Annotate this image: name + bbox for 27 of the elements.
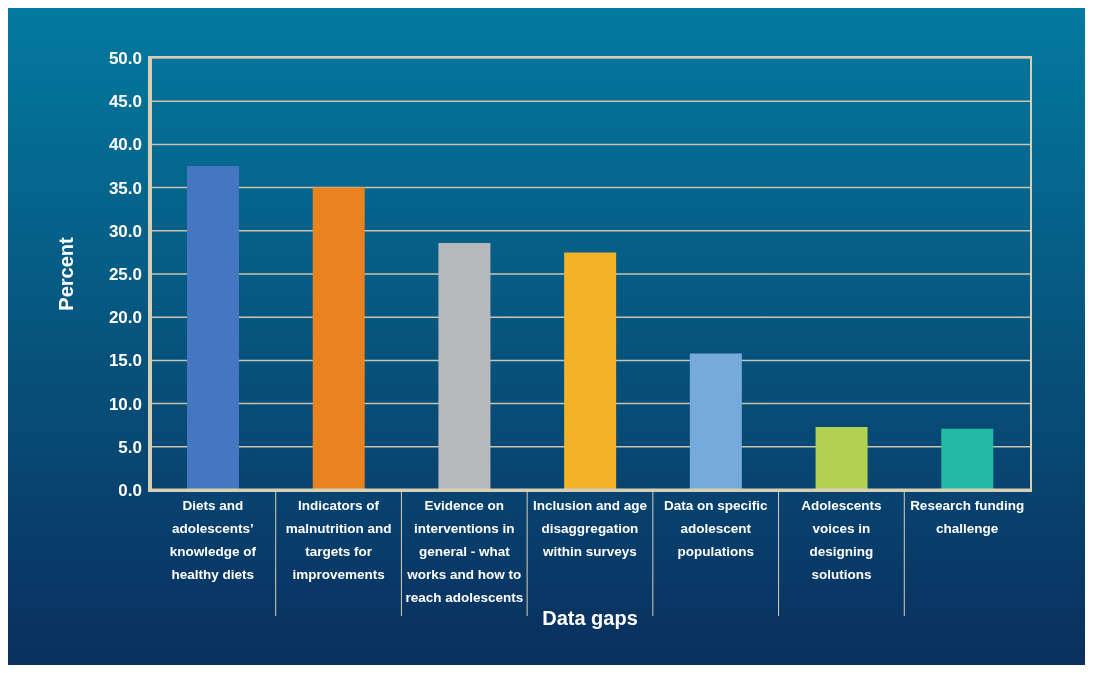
bar xyxy=(438,242,491,490)
x-tick-label: Research funding challenge xyxy=(910,498,1025,536)
y-tick-label: 5.0 xyxy=(118,437,142,457)
bar xyxy=(815,426,868,490)
y-tick-label: 40.0 xyxy=(108,135,142,155)
y-tick-label: 20.0 xyxy=(108,308,142,328)
bar xyxy=(941,428,994,490)
bar xyxy=(312,187,365,490)
x-tick-label: Data on specific adolescent populations xyxy=(663,498,768,559)
x-tick-label: Indicators of malnutrition and targets for improvements xyxy=(285,498,392,582)
x-axis-title: Data gaps xyxy=(542,607,638,629)
x-tick-label: Diets and adolescents’ knowledge of healthy diets xyxy=(169,498,257,582)
y-tick-label: 10.0 xyxy=(108,394,142,414)
y-tick-label: 45.0 xyxy=(108,92,142,112)
x-tick-label: Adolescents voices in designing solutions xyxy=(801,498,882,582)
x-tick-label: Inclusion and age disaggregation within surveys xyxy=(532,498,648,559)
bar xyxy=(187,166,239,490)
y-axis-title: Percent xyxy=(55,236,78,311)
y-tick-label: 50.0 xyxy=(108,49,142,69)
x-tick-label: Evidence on interventions in general - what works and how to reach adolescents xyxy=(405,498,524,605)
y-tick-label: 15.0 xyxy=(108,351,142,371)
y-tick-label: 0.0 xyxy=(118,481,142,501)
y-tick-label: 35.0 xyxy=(108,178,142,198)
y-tick-label: 25.0 xyxy=(108,265,142,285)
y-tick-label: 30.0 xyxy=(108,221,142,241)
bar xyxy=(689,353,742,490)
bar xyxy=(564,252,617,490)
